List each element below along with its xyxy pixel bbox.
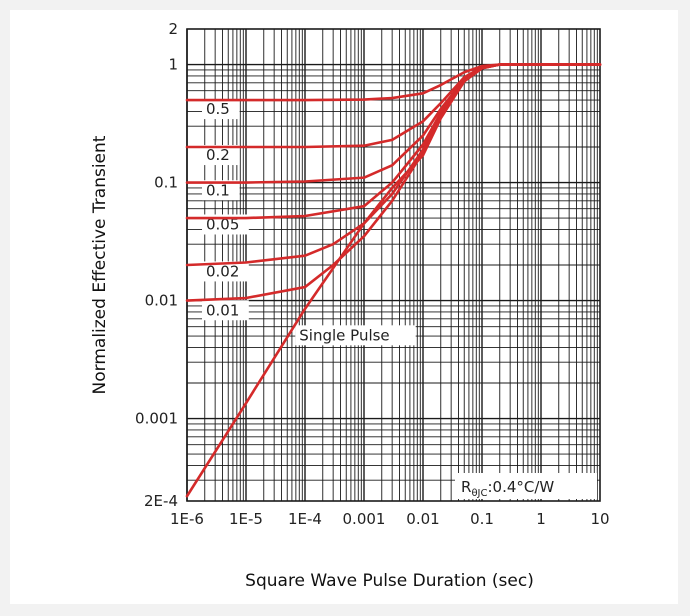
- x-axis-title: Square Wave Pulse Duration (sec): [245, 571, 534, 591]
- curve-label: 0.2: [206, 146, 230, 164]
- x-tick-label: 1E-4: [288, 510, 322, 528]
- rthjc-annotation: RθJC:0.4°C/W: [461, 478, 554, 499]
- curve-label-bg: [295, 325, 416, 346]
- curve-label-bg: [202, 214, 249, 235]
- x-tick-label: 1E-5: [229, 510, 263, 528]
- y-tick-label: 0.001: [135, 410, 178, 428]
- y-tick-label: 0.01: [145, 292, 178, 310]
- curve-label-bg: [202, 261, 249, 282]
- chart-frame: 1E-6 1E-5 1E-4 0.001 0.01 0.1 1 10 2 1 0.1 0.01 0.00…: [10, 10, 678, 604]
- y-tick-label: 0.1: [154, 174, 178, 192]
- curve-label-bg: [202, 180, 240, 201]
- curve-label: Single Pulse: [299, 326, 389, 344]
- curve-label-bg: [202, 300, 249, 321]
- y-axis-title: Normalized Effective Transient: [90, 135, 110, 394]
- curve-label-bg: [202, 145, 240, 166]
- y-tick-label: 2E-4: [144, 492, 178, 510]
- curve-label: 0.01: [206, 301, 239, 319]
- curve-label-bg: [202, 99, 240, 120]
- x-tick-label: 0.01: [406, 510, 439, 528]
- y-tick-label: 1: [168, 56, 178, 74]
- annotation-bg: [455, 473, 597, 499]
- curve-label: 0.05: [206, 215, 239, 233]
- x-tick-label: 1E-6: [170, 510, 204, 528]
- y-tick-label: 2: [168, 20, 178, 38]
- transient-chart: 1E-6 1E-5 1E-4 0.001 0.01 0.1 1 10 2 1 0.1 0.01 0.00…: [90, 20, 610, 591]
- x-tick-label: 0.1: [470, 510, 494, 528]
- curve-label: 0.02: [206, 262, 239, 280]
- curve-label: 0.5: [206, 100, 230, 118]
- x-tick-label: 10: [590, 510, 609, 528]
- x-tick-label: 0.001: [343, 510, 386, 528]
- x-tick-label: 1: [536, 510, 546, 528]
- series-line: [185, 63, 602, 498]
- curve-label: 0.1: [206, 181, 230, 199]
